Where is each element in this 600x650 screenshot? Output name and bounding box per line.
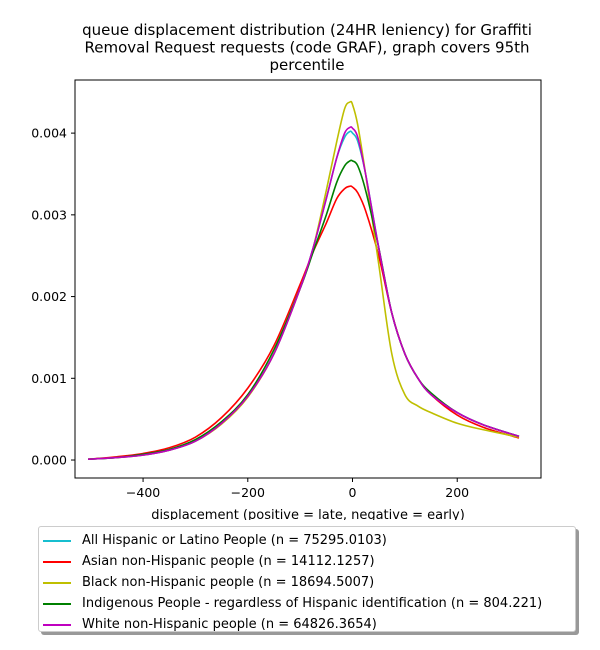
y-axis: 0.000 0.001 0.002 0.003 0.004 bbox=[31, 126, 75, 468]
y-tick-label: 0.000 bbox=[31, 453, 67, 468]
legend-item: White non-Hispanic people (n = 64826.365… bbox=[39, 614, 575, 635]
x-tick-label: −400 bbox=[126, 485, 160, 500]
legend-label: Asian non-Hispanic people (n = 14112.125… bbox=[82, 554, 375, 569]
legend-item: All Hispanic or Latino People (n = 75295… bbox=[39, 530, 575, 551]
legend-label: Indigenous People - regardless of Hispan… bbox=[82, 596, 543, 611]
chart-title-line: queue displacement distribution (24HR le… bbox=[82, 21, 532, 39]
chart: queue displacement distribution (24HR le… bbox=[31, 21, 542, 520]
legend-item: Asian non-Hispanic people (n = 14112.125… bbox=[39, 551, 575, 572]
series-line-4 bbox=[88, 159, 520, 460]
y-tick-label: 0.001 bbox=[31, 371, 67, 386]
legend-item: Black non-Hispanic people (n = 18694.500… bbox=[39, 572, 575, 593]
legend-swatch bbox=[43, 623, 71, 626]
legend: All Hispanic or Latino People (n = 75295… bbox=[38, 526, 576, 632]
y-tick-label: 0.004 bbox=[31, 126, 67, 141]
x-axis-label: displacement (positive = late, negative … bbox=[151, 508, 465, 520]
y-tick-label: 0.003 bbox=[31, 207, 67, 222]
legend-item: Indigenous People - regardless of Hispan… bbox=[39, 593, 575, 614]
series-line-2 bbox=[88, 185, 520, 460]
x-tick-label: −200 bbox=[231, 485, 265, 500]
legend-swatch bbox=[43, 539, 71, 542]
x-tick-label: 0 bbox=[349, 485, 357, 500]
legend-swatch bbox=[43, 581, 71, 584]
legend-swatch bbox=[43, 602, 71, 605]
y-tick-label: 0.002 bbox=[31, 289, 67, 304]
chart-title-line: Removal Request requests (code GRAF), gr… bbox=[84, 39, 529, 57]
series-line-5 bbox=[88, 126, 520, 460]
legend-label: All Hispanic or Latino People (n = 75295… bbox=[82, 533, 387, 548]
x-axis: −400 −200 0 200 bbox=[126, 478, 469, 500]
chart-title: queue displacement distribution (24HR le… bbox=[82, 21, 532, 74]
chart-title-line: percentile bbox=[269, 56, 344, 74]
x-tick-label: 200 bbox=[445, 485, 469, 500]
legend-label: White non-Hispanic people (n = 64826.365… bbox=[82, 617, 377, 632]
legend-swatch bbox=[43, 560, 71, 563]
plot-area bbox=[74, 79, 542, 479]
legend-label: Black non-Hispanic people (n = 18694.500… bbox=[82, 575, 375, 590]
series-lines bbox=[88, 100, 520, 460]
